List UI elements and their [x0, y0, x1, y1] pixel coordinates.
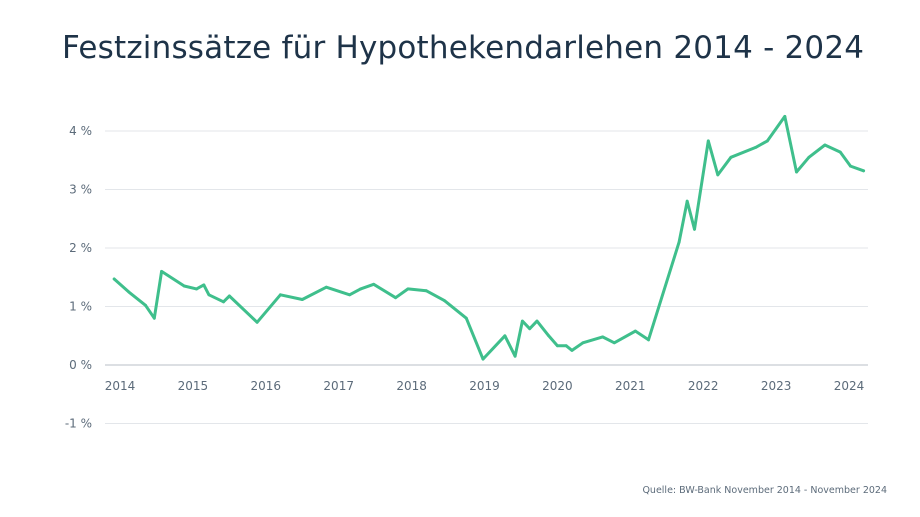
y-tick-label: 4 % — [69, 124, 92, 138]
x-tick-label: 2018 — [396, 379, 427, 393]
chart-title: Festzinssätze für Hypothekendarlehen 201… — [62, 30, 865, 66]
source-note: Quelle: BW-Bank November 2014 - November… — [642, 485, 887, 496]
x-tick-label: 2014 — [105, 379, 136, 393]
data-point — [823, 143, 827, 147]
data-point — [464, 316, 468, 320]
y-tick-label: -1 % — [65, 417, 92, 431]
data-point — [324, 285, 328, 289]
data-point — [503, 334, 507, 338]
data-point — [716, 173, 720, 177]
data-point — [222, 300, 225, 304]
data-point — [783, 114, 787, 118]
data-point — [481, 357, 485, 361]
y-tick-label: 2 % — [69, 241, 92, 255]
data-point — [564, 344, 568, 348]
data-point — [535, 319, 539, 323]
data-point — [862, 169, 865, 173]
data-point — [202, 283, 206, 287]
data-point — [278, 293, 282, 297]
data-point — [152, 316, 156, 320]
data-point — [424, 289, 428, 293]
x-tick-label: 2022 — [688, 379, 719, 393]
data-point — [528, 327, 532, 331]
x-tick-label: 2016 — [251, 379, 282, 393]
data-point — [182, 284, 186, 288]
data-point — [300, 298, 304, 301]
data-point — [838, 150, 842, 154]
series-line — [112, 114, 866, 361]
data-point — [706, 139, 710, 143]
data-point — [112, 277, 116, 281]
data-point — [693, 227, 696, 231]
x-axis: 2014 2015 2016 2017 2018 2019 2020 2021 2022 2023… — [105, 379, 865, 393]
data-point — [406, 287, 410, 291]
data-point — [394, 296, 397, 300]
data-point — [581, 341, 585, 345]
data-point — [634, 329, 637, 333]
data-point — [443, 299, 446, 303]
y-tick-label: 1 % — [69, 300, 92, 314]
y-tick-label: 3 % — [69, 183, 92, 197]
data-point — [255, 320, 259, 324]
data-point — [227, 294, 231, 298]
data-point — [556, 344, 559, 348]
x-tick-label: 2015 — [178, 379, 209, 393]
data-point — [677, 240, 681, 244]
data-point — [601, 335, 604, 339]
x-tick-label: 2024 — [834, 379, 865, 393]
data-point — [807, 155, 811, 159]
x-tick-label: 2017 — [323, 379, 354, 393]
data-point — [795, 170, 798, 174]
data-point — [754, 145, 758, 149]
series-group — [112, 114, 866, 361]
data-point — [359, 287, 362, 291]
data-point — [144, 303, 147, 307]
data-point — [729, 155, 733, 159]
y-tick-label: 0 % — [69, 358, 92, 372]
data-point — [547, 334, 551, 338]
data-point — [372, 282, 376, 286]
x-tick-label: 2023 — [761, 379, 792, 393]
data-point — [647, 338, 650, 342]
data-point — [348, 293, 352, 297]
data-point — [849, 164, 852, 168]
x-tick-label: 2021 — [615, 379, 646, 393]
data-point — [160, 270, 163, 273]
data-point — [127, 290, 131, 294]
data-point — [685, 199, 689, 203]
data-point — [612, 341, 616, 345]
data-point — [570, 348, 574, 352]
data-point — [207, 293, 211, 297]
gridlines — [105, 130, 868, 424]
data-point — [521, 319, 524, 323]
x-tick-label: 2019 — [469, 379, 500, 393]
data-point — [765, 139, 769, 143]
y-axis: -1 % 0 % 1 % 2 % 3 % 4 % — [65, 124, 92, 431]
data-point — [195, 287, 198, 291]
data-point — [513, 354, 517, 358]
x-tick-label: 2020 — [542, 379, 573, 393]
